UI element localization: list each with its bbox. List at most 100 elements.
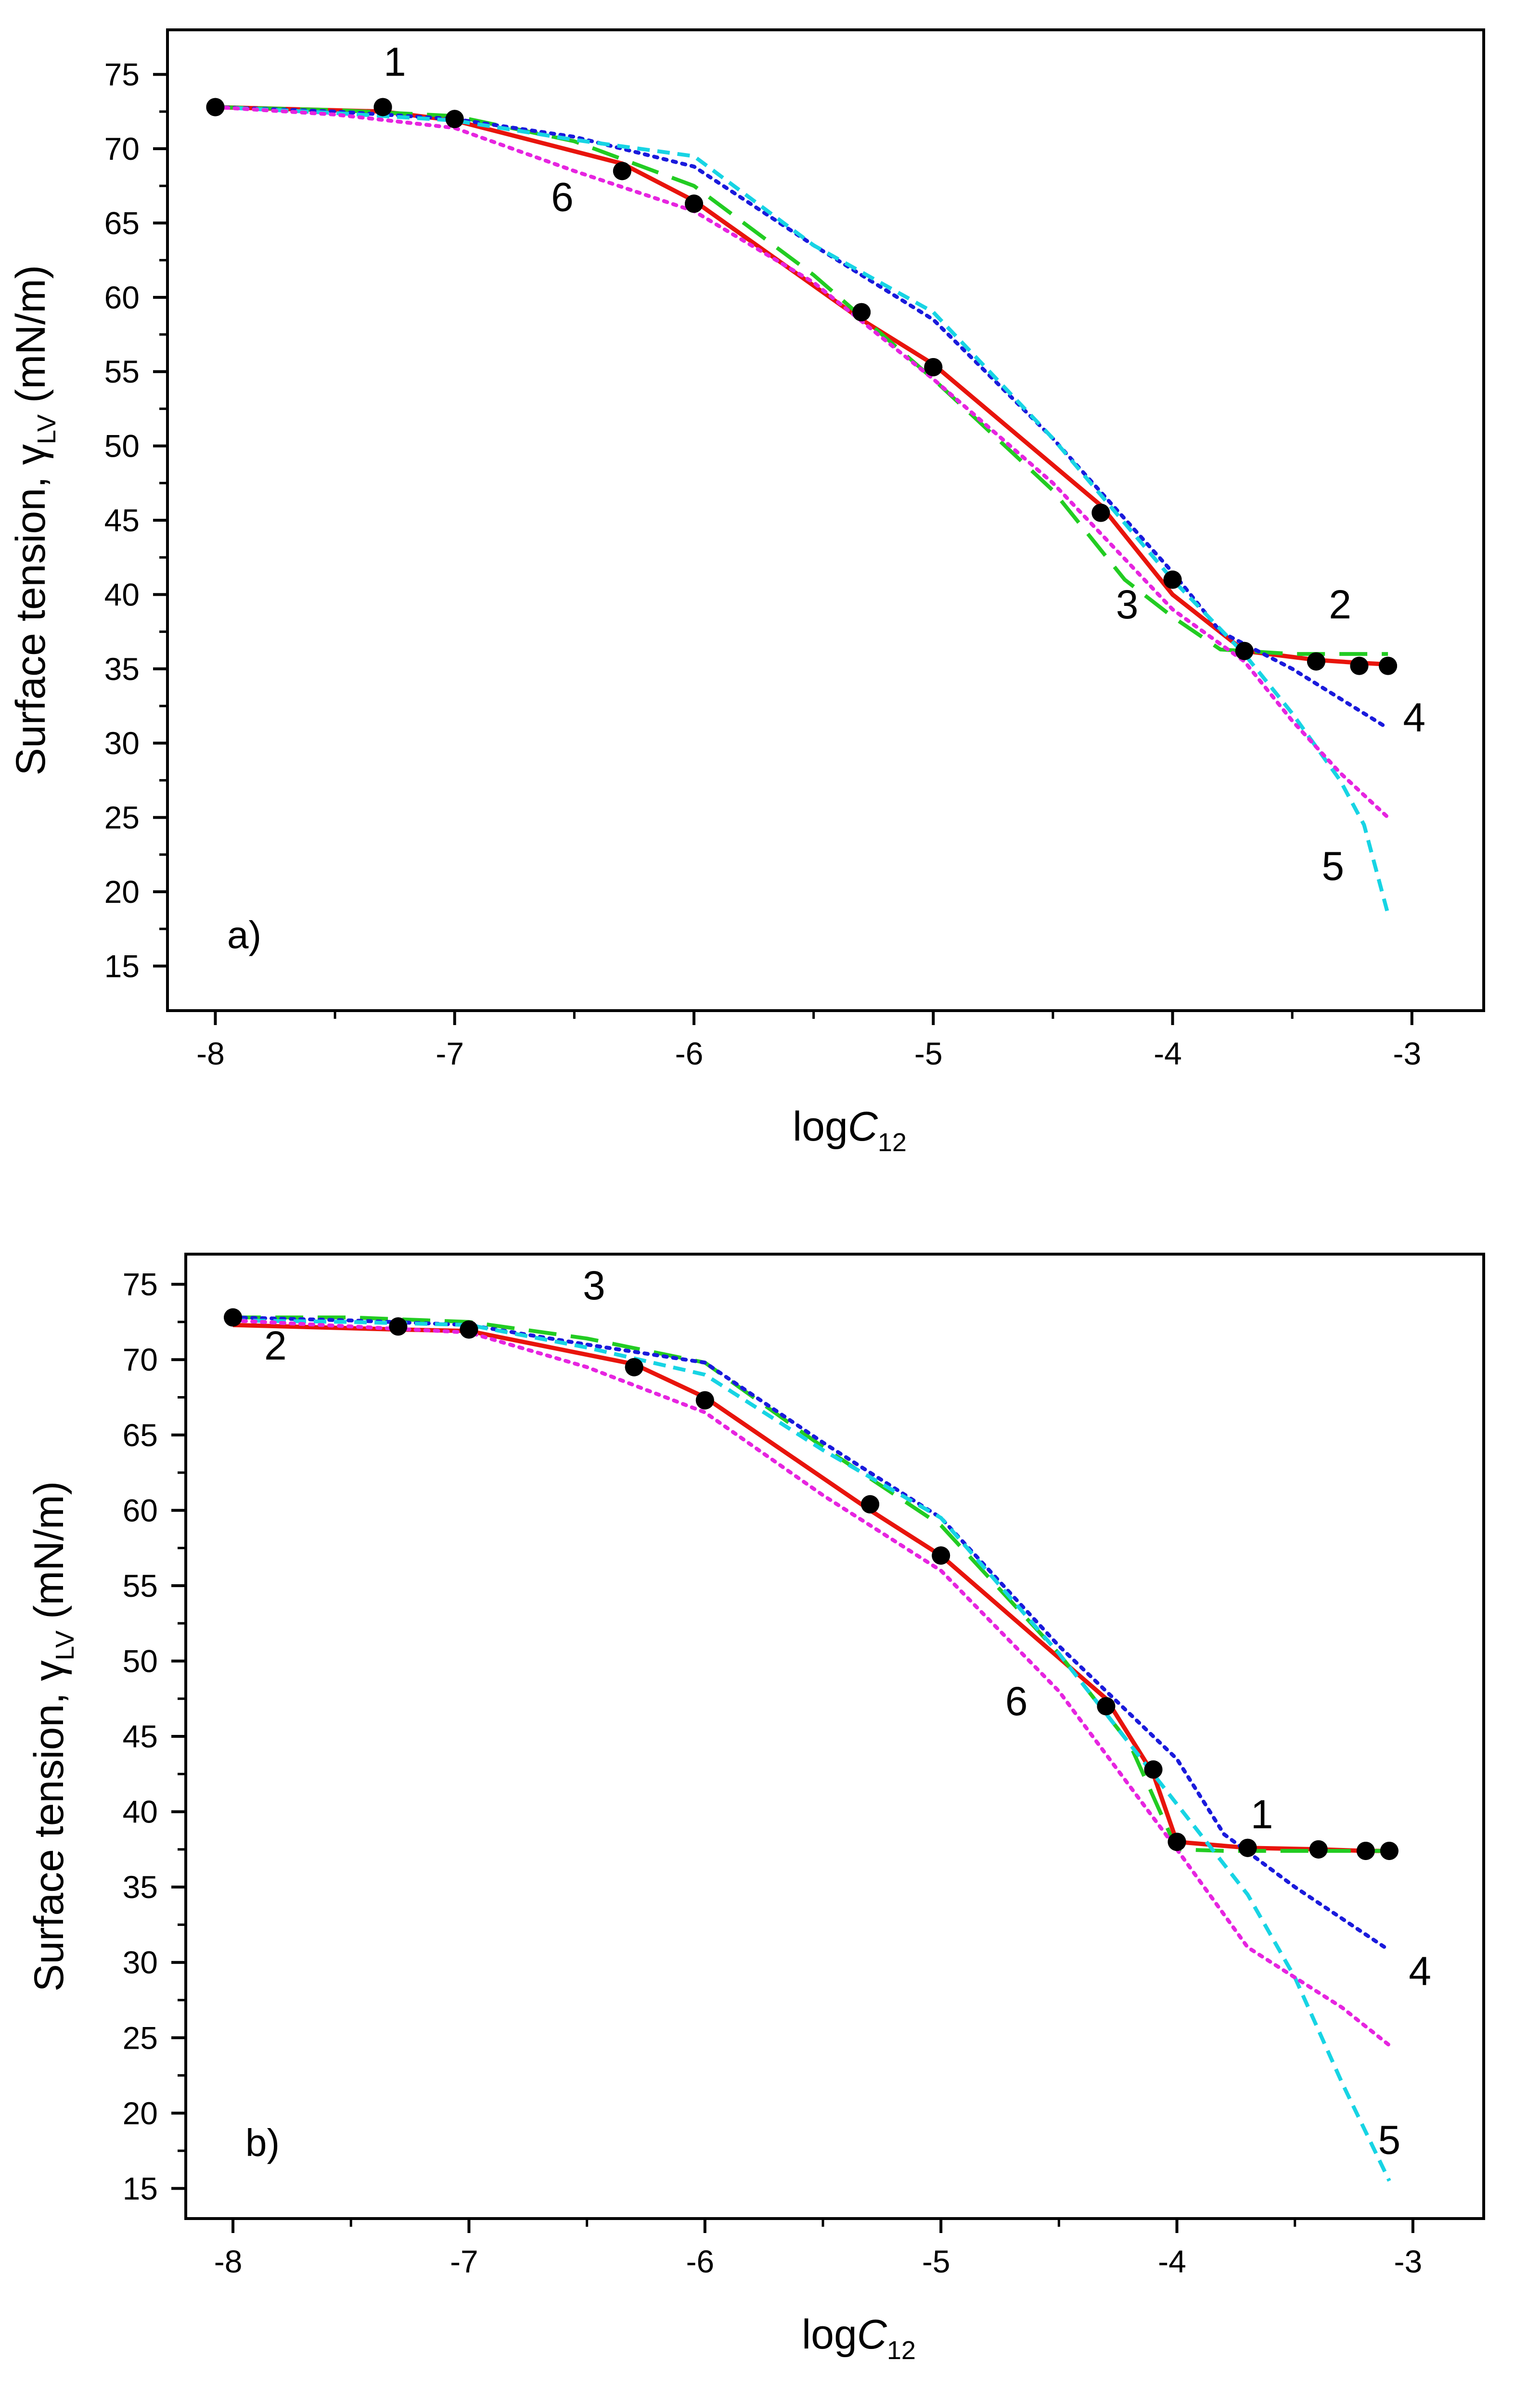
y-tick-label: 70 — [104, 131, 140, 167]
data-point-marker — [460, 1320, 478, 1339]
panel-label: a) — [227, 913, 261, 956]
x-axis-title-variable: C — [848, 1104, 878, 1150]
data-point-marker — [852, 303, 871, 321]
y-tick-label: 20 — [104, 874, 140, 910]
data-point-marker — [1163, 570, 1182, 589]
y-axis-title: Surface tension, γLV (mN/m) — [8, 265, 61, 776]
data-point-marker — [685, 194, 703, 213]
data-point-marker — [1356, 1841, 1375, 1860]
curve-label-3: 3 — [583, 1263, 605, 1308]
panel-label: b) — [245, 2121, 280, 2164]
series-4-line — [213, 105, 1390, 731]
plot-frame — [184, 1253, 1485, 2220]
data-point-marker — [932, 1546, 950, 1565]
y-tick-label: 15 — [104, 948, 140, 984]
data-point-marker — [1144, 1760, 1163, 1779]
data-point-marker — [625, 1358, 643, 1376]
y-tick-label: 45 — [104, 502, 140, 538]
y-tick-label: 25 — [123, 2020, 158, 2055]
data-point-marker — [924, 358, 943, 376]
curve-label-5: 5 — [1378, 2117, 1400, 2162]
series-6-line — [231, 1318, 1391, 2047]
y-tick-label: 40 — [104, 577, 140, 612]
data-point-marker — [1168, 1833, 1186, 1851]
data-point-marker — [389, 1317, 408, 1336]
curve-label-1: 1 — [1251, 1792, 1273, 1837]
series-4-line — [231, 1315, 1391, 1952]
data-point-marker — [1238, 1838, 1257, 1857]
y-tick-label: 30 — [123, 1945, 158, 1980]
data-point-marker — [1235, 642, 1254, 660]
y-tick-label: 30 — [104, 725, 140, 761]
x-tick-label: -7 — [450, 2244, 478, 2279]
panel-a: -8 -7 -6 -5 -4 -315202530354045505560657075lo… — [8, 28, 1485, 1157]
x-axis-title: logC12 — [802, 2311, 916, 2365]
y-axis-title-subscript: LV — [51, 1630, 79, 1660]
x-axis-title-subscript: 12 — [878, 1128, 907, 1157]
data-point-marker — [373, 98, 392, 116]
y-axis-title-main: Surface tension, γ — [26, 1660, 72, 1991]
x-axis-title: logC12 — [793, 1104, 907, 1157]
data-point-marker — [224, 1308, 243, 1327]
x-tick-label: -4 — [1158, 2244, 1186, 2279]
x-tick-label: -6 — [675, 1036, 704, 1071]
data-point-marker — [1307, 652, 1325, 671]
curve-label-4: 4 — [1409, 1949, 1431, 1994]
y-tick-label: 60 — [104, 280, 140, 315]
curve-label-2: 2 — [264, 1323, 287, 1368]
curve-label-6: 6 — [551, 175, 574, 220]
data-point-marker — [861, 1495, 880, 1514]
curve-label-5: 5 — [1322, 843, 1344, 888]
y-tick-label: 35 — [123, 1869, 158, 1905]
y-tick-label: 20 — [123, 2095, 158, 2131]
series-2-line — [232, 1322, 1389, 1853]
y-tick-label: 40 — [123, 1794, 158, 1830]
y-tick-label: 65 — [104, 205, 140, 241]
y-tick-label: 65 — [123, 1417, 158, 1453]
y-tick-label: 75 — [104, 57, 140, 92]
series-5-line — [215, 105, 1390, 915]
data-point-marker — [206, 98, 225, 116]
x-tick-label: -7 — [436, 1036, 464, 1071]
data-point-marker — [1380, 1841, 1399, 1860]
x-tick-label: -3 — [1393, 1036, 1421, 1071]
y-tick-label: 25 — [104, 800, 140, 835]
x-tick-label: -5 — [914, 1036, 943, 1071]
y-axis-title-unit: (mN/m) — [8, 265, 54, 414]
data-point-marker — [1379, 656, 1398, 675]
curve-label-4: 4 — [1403, 694, 1425, 740]
curve-label-1: 1 — [384, 39, 406, 85]
data-point-marker — [445, 110, 464, 128]
x-axis-title-variable: C — [857, 2311, 887, 2358]
curve-label-2: 2 — [1329, 582, 1351, 627]
y-axis-title-subscript: LV — [32, 414, 61, 444]
series-3-line — [215, 105, 1388, 656]
series-2-line — [215, 105, 1388, 667]
y-tick-label: 50 — [104, 428, 140, 464]
data-point-marker — [1091, 503, 1110, 522]
x-tick-label: -5 — [922, 2244, 950, 2279]
data-point-marker — [1097, 1697, 1116, 1716]
y-tick-label: 15 — [123, 2170, 158, 2206]
x-axis-title-main: log — [793, 1104, 848, 1150]
x-tick-label: -6 — [686, 2244, 714, 2279]
curve-label-3: 3 — [1116, 582, 1139, 627]
x-tick-label: -8 — [214, 2244, 243, 2279]
data-point-marker — [613, 162, 631, 180]
y-tick-label: 35 — [104, 651, 140, 687]
data-point-marker — [695, 1391, 714, 1410]
data-point-marker — [1309, 1840, 1328, 1859]
y-tick-label: 60 — [123, 1492, 158, 1528]
data-point-marker — [1350, 656, 1369, 675]
x-axis-title-subscript: 12 — [887, 2336, 916, 2365]
series-3-line — [233, 1315, 1389, 1853]
y-axis-title: Surface tension, γLV (mN/m) — [26, 1481, 79, 1992]
plot-frame — [166, 28, 1485, 1012]
y-tick-label: 55 — [104, 354, 140, 389]
x-tick-label: -4 — [1154, 1036, 1182, 1071]
y-tick-label: 55 — [123, 1568, 158, 1604]
curve-label-6: 6 — [1005, 1679, 1028, 1724]
x-tick-label: -3 — [1394, 2244, 1423, 2279]
series-6-line — [213, 105, 1390, 820]
